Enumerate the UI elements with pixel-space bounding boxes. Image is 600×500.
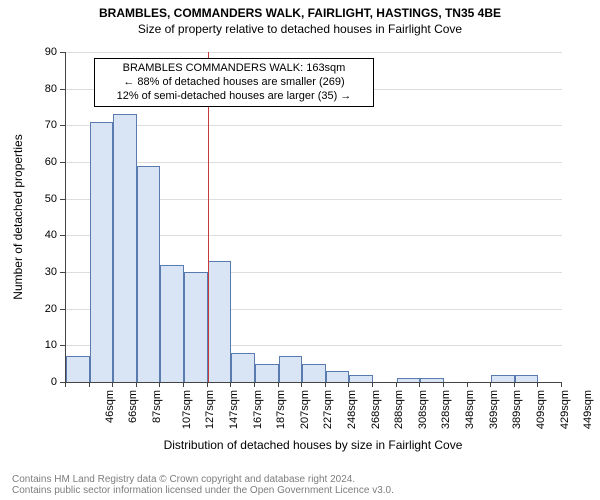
- histogram-bar: [208, 261, 232, 382]
- x-tick-mark: [254, 382, 255, 387]
- x-tick-label: 167sqm: [252, 390, 264, 429]
- histogram-bar: [113, 114, 137, 382]
- x-tick-mark: [514, 382, 515, 387]
- y-tick-label: 10: [35, 339, 57, 351]
- x-tick-mark: [325, 382, 326, 387]
- x-tick-label: 288sqm: [393, 390, 405, 429]
- x-tick-label: 46sqm: [104, 390, 116, 423]
- histogram-bar: [255, 364, 279, 382]
- annotation-line: ← 88% of detached houses are smaller (26…: [103, 76, 365, 90]
- x-tick-label: 127sqm: [204, 390, 216, 429]
- histogram-bar: [279, 356, 303, 382]
- x-tick-mark: [490, 382, 491, 387]
- y-tick-mark: [60, 235, 65, 236]
- x-tick-mark: [348, 382, 349, 387]
- x-tick-label: 87sqm: [151, 390, 163, 423]
- x-tick-label: 308sqm: [417, 390, 429, 429]
- chart-subtitle: Size of property relative to detached ho…: [0, 22, 600, 36]
- y-tick-mark: [60, 52, 65, 53]
- x-tick-mark: [278, 382, 279, 387]
- x-tick-mark: [561, 382, 562, 387]
- x-tick-label: 328sqm: [441, 390, 453, 429]
- x-tick-mark: [207, 382, 208, 387]
- y-tick-label: 0: [35, 376, 57, 388]
- histogram-bar: [397, 378, 421, 382]
- histogram-bar: [420, 378, 444, 382]
- gridline: [66, 125, 562, 126]
- x-tick-mark: [159, 382, 160, 387]
- histogram-bar: [90, 122, 114, 382]
- y-tick-label: 80: [35, 83, 57, 95]
- x-tick-label: 348sqm: [464, 390, 476, 429]
- x-tick-label: 107sqm: [181, 390, 193, 429]
- annotation-box: BRAMBLES COMMANDERS WALK: 163sqm← 88% of…: [94, 58, 374, 107]
- x-tick-mark: [372, 382, 373, 387]
- y-tick-label: 40: [35, 229, 57, 241]
- y-tick-label: 70: [35, 119, 57, 131]
- histogram-bar: [326, 371, 350, 382]
- footer: Contains HM Land Registry data © Crown c…: [12, 474, 588, 496]
- y-tick-label: 50: [35, 193, 57, 205]
- x-tick-mark: [89, 382, 90, 387]
- x-tick-label: 369sqm: [488, 390, 500, 429]
- y-tick-label: 90: [35, 46, 57, 58]
- x-tick-label: 227sqm: [323, 390, 335, 429]
- x-axis-label: Distribution of detached houses by size …: [164, 438, 463, 452]
- footer-line-1: Contains HM Land Registry data © Crown c…: [12, 474, 588, 485]
- x-tick-label: 409sqm: [535, 390, 547, 429]
- x-tick-mark: [419, 382, 420, 387]
- x-tick-label: 147sqm: [228, 390, 240, 429]
- annotation-line: BRAMBLES COMMANDERS WALK: 163sqm: [103, 62, 365, 76]
- y-tick-mark: [60, 125, 65, 126]
- histogram-bar: [184, 272, 208, 382]
- histogram-bar: [491, 375, 515, 382]
- histogram-bar: [231, 353, 255, 382]
- histogram-bar: [302, 364, 326, 382]
- x-tick-label: 389sqm: [511, 390, 523, 429]
- x-tick-label: 248sqm: [346, 390, 358, 429]
- y-axis-label: Number of detached properties: [11, 134, 25, 299]
- y-tick-mark: [60, 199, 65, 200]
- x-tick-mark: [136, 382, 137, 387]
- y-tick-mark: [60, 89, 65, 90]
- gridline: [66, 162, 562, 163]
- histogram-bar: [515, 375, 539, 382]
- x-tick-mark: [183, 382, 184, 387]
- x-tick-label: 449sqm: [582, 390, 594, 429]
- x-tick-mark: [112, 382, 113, 387]
- x-tick-label: 268sqm: [370, 390, 382, 429]
- x-tick-label: 66sqm: [127, 390, 139, 423]
- chart-container: BRAMBLES, COMMANDERS WALK, FAIRLIGHT, HA…: [0, 0, 600, 500]
- annotation-line: 12% of semi-detached houses are larger (…: [103, 90, 365, 104]
- x-tick-mark: [65, 382, 66, 387]
- histogram-bar: [137, 166, 161, 382]
- x-tick-label: 207sqm: [299, 390, 311, 429]
- x-tick-mark: [396, 382, 397, 387]
- y-tick-mark: [60, 272, 65, 273]
- chart-title: BRAMBLES, COMMANDERS WALK, FAIRLIGHT, HA…: [0, 0, 600, 20]
- y-tick-mark: [60, 162, 65, 163]
- y-tick-mark: [60, 309, 65, 310]
- footer-line-2: Contains public sector information licen…: [12, 485, 588, 496]
- histogram-bar: [66, 356, 90, 382]
- x-tick-mark: [301, 382, 302, 387]
- y-tick-label: 30: [35, 266, 57, 278]
- x-tick-mark: [230, 382, 231, 387]
- y-tick-label: 60: [35, 156, 57, 168]
- x-tick-label: 187sqm: [275, 390, 287, 429]
- gridline: [66, 52, 562, 53]
- x-tick-label: 429sqm: [559, 390, 571, 429]
- plot-area: BRAMBLES COMMANDERS WALK: 163sqm← 88% of…: [65, 52, 562, 383]
- y-tick-label: 20: [35, 303, 57, 315]
- histogram-bar: [160, 265, 184, 382]
- x-tick-mark: [537, 382, 538, 387]
- histogram-bar: [349, 375, 373, 382]
- y-tick-mark: [60, 345, 65, 346]
- x-tick-mark: [443, 382, 444, 387]
- x-tick-mark: [467, 382, 468, 387]
